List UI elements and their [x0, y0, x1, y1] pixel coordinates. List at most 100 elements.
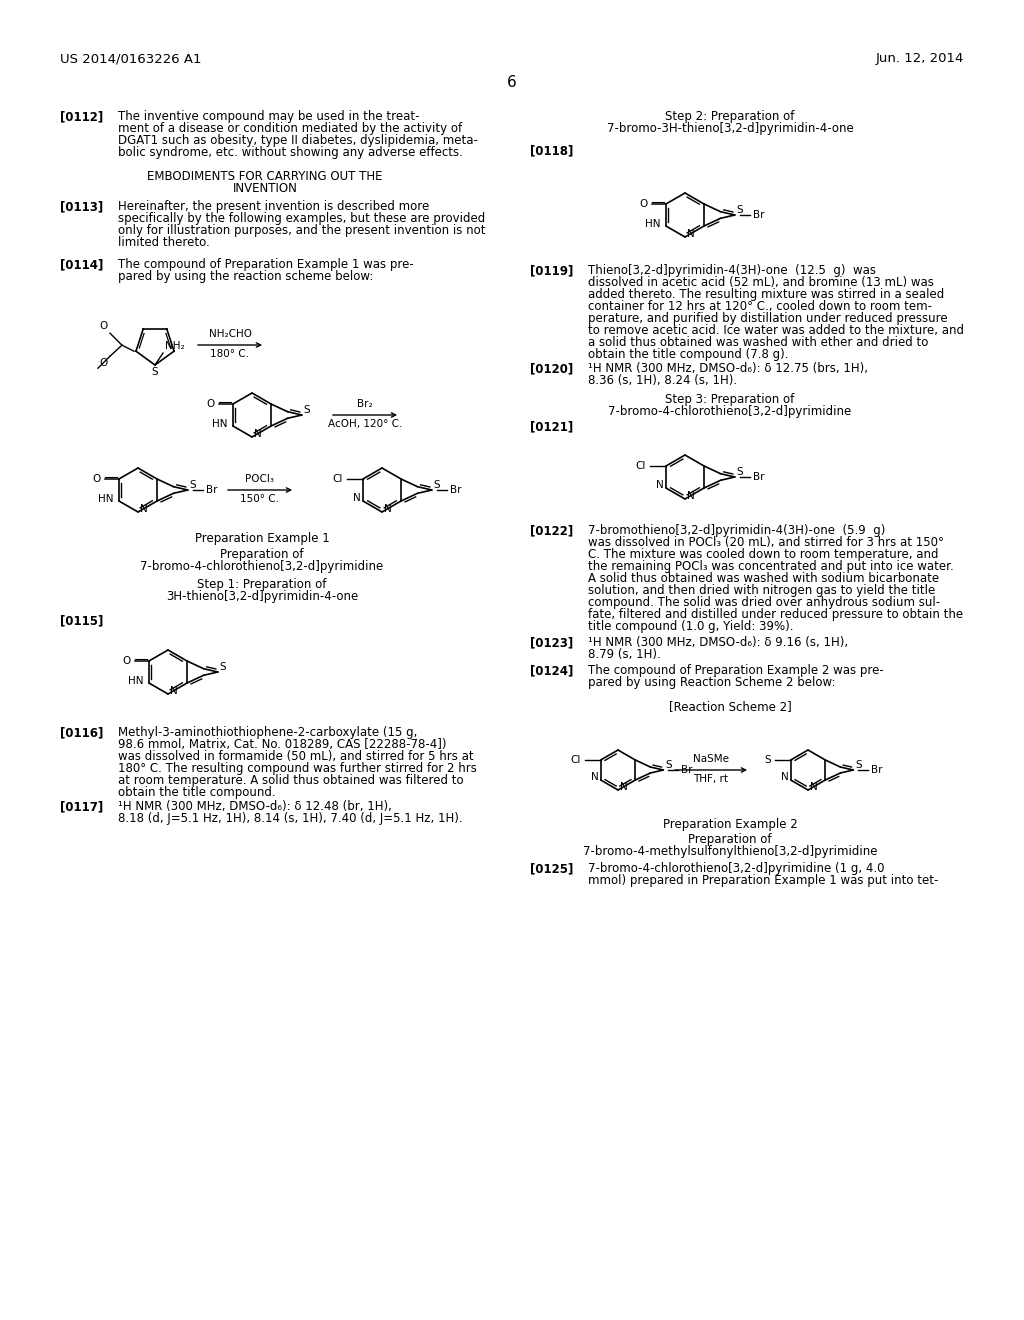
- Text: S: S: [220, 663, 226, 672]
- Text: N: N: [254, 429, 262, 440]
- Text: ment of a disease or condition mediated by the activity of: ment of a disease or condition mediated …: [118, 121, 462, 135]
- Text: [0125]: [0125]: [530, 862, 573, 875]
- Text: container for 12 hrs at 120° C., cooled down to room tem-: container for 12 hrs at 120° C., cooled …: [588, 300, 932, 313]
- Text: S: S: [152, 367, 159, 378]
- Text: 180° C.: 180° C.: [211, 348, 250, 359]
- Text: NH₂CHO: NH₂CHO: [209, 329, 252, 339]
- Text: S: S: [666, 760, 672, 770]
- Text: [0112]: [0112]: [60, 110, 103, 123]
- Text: [0117]: [0117]: [60, 800, 103, 813]
- Text: obtain the title compound (7.8 g).: obtain the title compound (7.8 g).: [588, 348, 788, 360]
- Text: Preparation of: Preparation of: [688, 833, 772, 846]
- Text: title compound (1.0 g, Yield: 39%).: title compound (1.0 g, Yield: 39%).: [588, 620, 794, 634]
- Text: Preparation Example 2: Preparation Example 2: [663, 818, 798, 832]
- Text: [0113]: [0113]: [60, 201, 103, 213]
- Text: O: O: [93, 474, 101, 484]
- Text: HN: HN: [645, 219, 660, 228]
- Text: S: S: [304, 405, 310, 414]
- Text: obtain the title compound.: obtain the title compound.: [118, 785, 275, 799]
- Text: limited thereto.: limited thereto.: [118, 236, 210, 249]
- Text: at room temperature. A solid thus obtained was filtered to: at room temperature. A solid thus obtain…: [118, 774, 464, 787]
- Text: [Reaction Scheme 2]: [Reaction Scheme 2]: [669, 700, 792, 713]
- Text: N: N: [620, 781, 628, 792]
- Text: ¹H NMR (300 MHz, DMSO-d₆): δ 12.75 (brs, 1H),: ¹H NMR (300 MHz, DMSO-d₆): δ 12.75 (brs,…: [588, 362, 868, 375]
- Text: [0116]: [0116]: [60, 726, 103, 739]
- Text: was dissolved in POCl₃ (20 mL), and stirred for 3 hrs at 150°: was dissolved in POCl₃ (20 mL), and stir…: [588, 536, 944, 549]
- Text: Preparation Example 1: Preparation Example 1: [195, 532, 330, 545]
- Text: INVENTION: INVENTION: [232, 182, 297, 195]
- Text: AcOH, 120° C.: AcOH, 120° C.: [328, 418, 402, 429]
- Text: S: S: [189, 480, 197, 490]
- Text: S: S: [434, 480, 440, 490]
- Text: [0115]: [0115]: [60, 614, 103, 627]
- Text: ¹H NMR (300 MHz, DMSO-d₆): δ 9.16 (s, 1H),: ¹H NMR (300 MHz, DMSO-d₆): δ 9.16 (s, 1H…: [588, 636, 848, 649]
- Text: The compound of Preparation Example 2 was pre-: The compound of Preparation Example 2 wa…: [588, 664, 884, 677]
- Text: S: S: [737, 205, 743, 215]
- Text: Br: Br: [753, 473, 764, 482]
- Text: N: N: [384, 504, 392, 513]
- Text: O: O: [99, 358, 108, 368]
- Text: was dissolved in formamide (50 mL), and stirred for 5 hrs at: was dissolved in formamide (50 mL), and …: [118, 750, 474, 763]
- Text: Br: Br: [206, 484, 217, 495]
- Text: perature, and purified by distillation under reduced pressure: perature, and purified by distillation u…: [588, 312, 947, 325]
- Text: [0124]: [0124]: [530, 664, 573, 677]
- Text: The inventive compound may be used in the treat-: The inventive compound may be used in th…: [118, 110, 420, 123]
- Text: HN: HN: [98, 494, 114, 504]
- Text: 7-bromo-4-chlorothieno[3,2-d]pyrimidine (1 g, 4.0: 7-bromo-4-chlorothieno[3,2-d]pyrimidine …: [588, 862, 885, 875]
- Text: S: S: [764, 755, 771, 766]
- Text: 6: 6: [507, 75, 517, 90]
- Text: Step 3: Preparation of: Step 3: Preparation of: [666, 393, 795, 407]
- Text: THF, rt: THF, rt: [693, 774, 728, 784]
- Text: DGAT1 such as obesity, type II diabetes, dyslipidemia, meta-: DGAT1 such as obesity, type II diabetes,…: [118, 135, 478, 147]
- Text: 150° C.: 150° C.: [241, 494, 280, 504]
- Text: only for illustration purposes, and the present invention is not: only for illustration purposes, and the …: [118, 224, 485, 238]
- Text: compound. The solid was dried over anhydrous sodium sul-: compound. The solid was dried over anhyd…: [588, 597, 940, 609]
- Text: N: N: [140, 504, 147, 513]
- Text: Cl: Cl: [570, 755, 581, 766]
- Text: a solid thus obtained was washed with ether and dried to: a solid thus obtained was washed with et…: [588, 337, 929, 348]
- Text: US 2014/0163226 A1: US 2014/0163226 A1: [60, 51, 202, 65]
- Text: A solid thus obtained was washed with sodium bicarbonate: A solid thus obtained was washed with so…: [588, 572, 939, 585]
- Text: HN: HN: [128, 676, 144, 686]
- Text: NaSMe: NaSMe: [693, 754, 729, 764]
- Text: solution, and then dried with nitrogen gas to yield the title: solution, and then dried with nitrogen g…: [588, 583, 935, 597]
- Text: Br: Br: [681, 766, 693, 775]
- Text: [0122]: [0122]: [530, 524, 573, 537]
- Text: Jun. 12, 2014: Jun. 12, 2014: [876, 51, 964, 65]
- Text: specifically by the following examples, but these are provided: specifically by the following examples, …: [118, 213, 485, 224]
- Text: ¹H NMR (300 MHz, DMSO-d₆): δ 12.48 (br, 1H),: ¹H NMR (300 MHz, DMSO-d₆): δ 12.48 (br, …: [118, 800, 392, 813]
- Text: 3H-thieno[3,2-d]pyrimidin-4-one: 3H-thieno[3,2-d]pyrimidin-4-one: [166, 590, 358, 603]
- Text: added thereto. The resulting mixture was stirred in a sealed: added thereto. The resulting mixture was…: [588, 288, 944, 301]
- Text: 98.6 mmol, Matrix, Cat. No. 018289, CAS [22288-78-4]): 98.6 mmol, Matrix, Cat. No. 018289, CAS …: [118, 738, 446, 751]
- Text: Br: Br: [871, 766, 883, 775]
- Text: The compound of Preparation Example 1 was pre-: The compound of Preparation Example 1 wa…: [118, 257, 414, 271]
- Text: S: S: [855, 760, 862, 770]
- Text: 8.18 (d, J=5.1 Hz, 1H), 8.14 (s, 1H), 7.40 (d, J=5.1 Hz, 1H).: 8.18 (d, J=5.1 Hz, 1H), 8.14 (s, 1H), 7.…: [118, 812, 463, 825]
- Text: Hereinafter, the present invention is described more: Hereinafter, the present invention is de…: [118, 201, 429, 213]
- Text: pared by using the reaction scheme below:: pared by using the reaction scheme below…: [118, 271, 374, 282]
- Text: 7-bromo-4-chlorothieno[3,2-d]pyrimidine: 7-bromo-4-chlorothieno[3,2-d]pyrimidine: [140, 560, 384, 573]
- Text: to remove acetic acid. Ice water was added to the mixture, and: to remove acetic acid. Ice water was add…: [588, 323, 964, 337]
- Text: C. The mixture was cooled down to room temperature, and: C. The mixture was cooled down to room t…: [588, 548, 939, 561]
- Text: N: N: [591, 772, 599, 781]
- Text: EMBODIMENTS FOR CARRYING OUT THE: EMBODIMENTS FOR CARRYING OUT THE: [147, 170, 383, 183]
- Text: [0121]: [0121]: [530, 420, 573, 433]
- Text: [0120]: [0120]: [530, 362, 573, 375]
- Text: 8.79 (s, 1H).: 8.79 (s, 1H).: [588, 648, 660, 661]
- Text: Br: Br: [753, 210, 764, 220]
- Text: O: O: [207, 399, 215, 409]
- Text: 7-bromothieno[3,2-d]pyrimidin-4(3H)-one  (5.9  g): 7-bromothieno[3,2-d]pyrimidin-4(3H)-one …: [588, 524, 886, 537]
- Text: HN: HN: [212, 418, 228, 429]
- Text: N: N: [810, 781, 818, 792]
- Text: pared by using Reaction Scheme 2 below:: pared by using Reaction Scheme 2 below:: [588, 676, 836, 689]
- Text: S: S: [737, 467, 743, 477]
- Text: [0118]: [0118]: [530, 144, 573, 157]
- Text: O: O: [640, 199, 648, 209]
- Text: 7-bromo-3H-thieno[3,2-d]pyrimidin-4-one: 7-bromo-3H-thieno[3,2-d]pyrimidin-4-one: [606, 121, 853, 135]
- Text: NH₂: NH₂: [165, 341, 184, 351]
- Text: Preparation of: Preparation of: [220, 548, 304, 561]
- Text: N: N: [687, 228, 694, 239]
- Text: 7-bromo-4-methylsulfonylthieno[3,2-d]pyrimidine: 7-bromo-4-methylsulfonylthieno[3,2-d]pyr…: [583, 845, 878, 858]
- Text: N: N: [170, 686, 178, 696]
- Text: N: N: [353, 492, 360, 503]
